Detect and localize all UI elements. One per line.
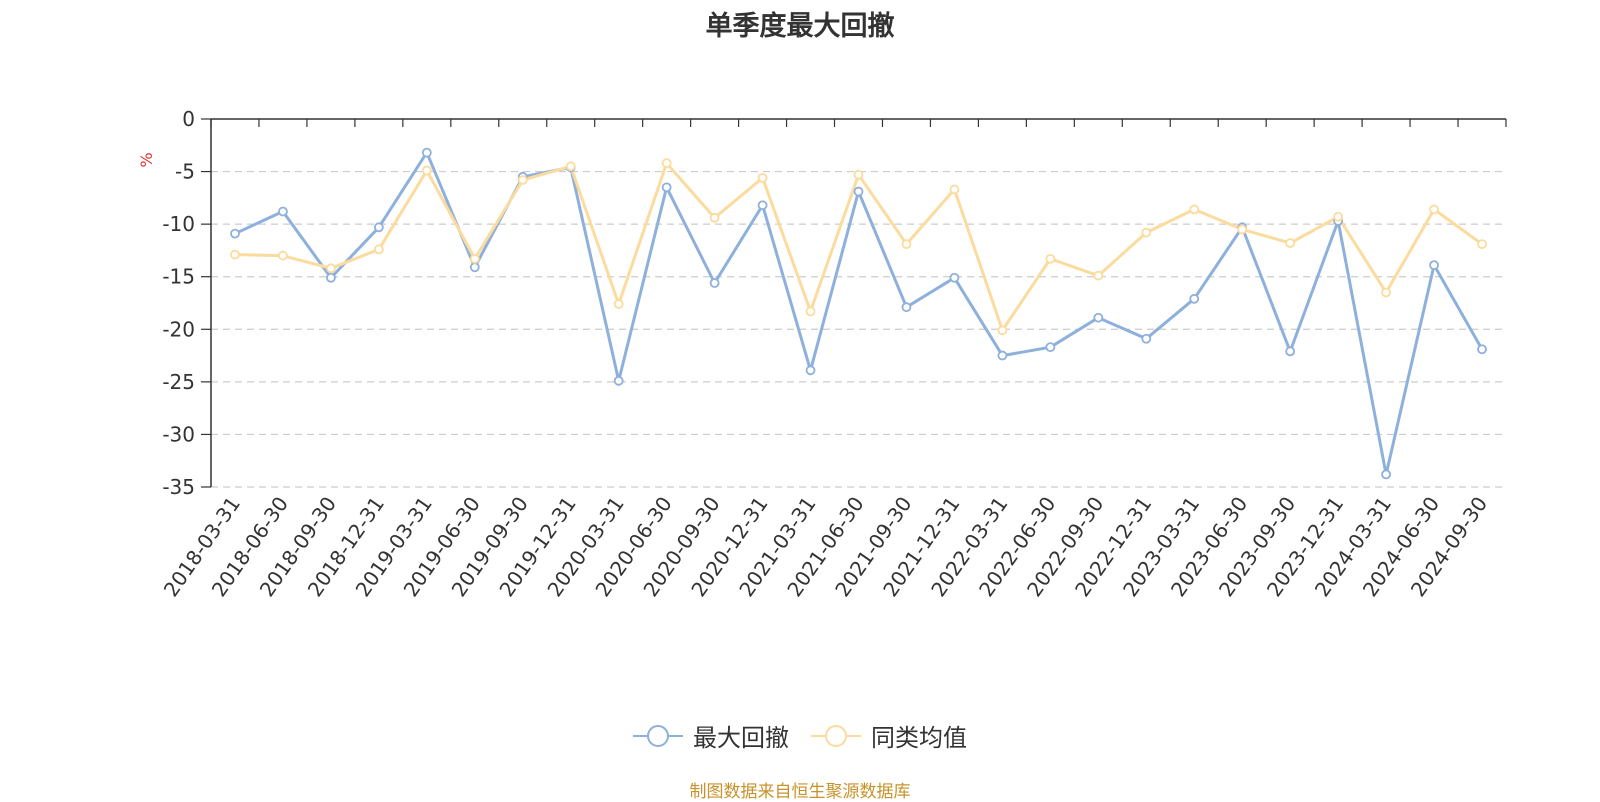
data-point-series-0 — [1477, 344, 1487, 355]
data-point-series-0 — [901, 302, 912, 313]
legend-item-series-1[interactable]: 同类均值 — [811, 718, 967, 753]
data-point-series-1 — [949, 184, 960, 195]
legend-label: 同类均值 — [871, 724, 967, 752]
y-tick-label: 0 — [182, 107, 195, 131]
data-point-series-0 — [1045, 342, 1056, 353]
data-point-series-1 — [1141, 227, 1152, 238]
data-point-series-0 — [373, 222, 384, 233]
data-point-series-1 — [997, 325, 1008, 336]
source-note: 制图数据来自恒生聚源数据库 — [689, 782, 911, 802]
data-point-series-1 — [1237, 224, 1248, 235]
data-point-series-1 — [805, 306, 816, 317]
data-point-series-0 — [1141, 333, 1152, 344]
legend-label: 最大回撤 — [693, 724, 789, 752]
y-tick-label: -35 — [162, 475, 195, 499]
data-point-series-1 — [853, 169, 864, 180]
data-point-series-1 — [661, 158, 672, 169]
data-point-series-0 — [1189, 293, 1200, 304]
series-line-0 — [234, 151, 1484, 476]
data-point-series-1 — [1477, 239, 1487, 250]
legend-line-circle-icon — [811, 724, 861, 747]
data-point-series-1 — [326, 263, 336, 274]
data-point-series-1 — [1285, 238, 1296, 248]
data-point-series-1 — [565, 161, 576, 172]
legend-line-circle-icon — [633, 724, 683, 747]
data-point-series-0 — [805, 365, 816, 376]
y-tick-label: -25 — [162, 370, 195, 394]
data-point-series-1 — [613, 299, 624, 309]
data-point-series-1 — [421, 165, 432, 176]
data-point-series-0 — [326, 272, 336, 283]
data-point-series-1 — [757, 172, 768, 183]
data-point-series-0 — [709, 278, 720, 288]
data-point-series-1 — [709, 212, 720, 223]
data-point-series-0 — [230, 228, 240, 239]
data-point-series-1 — [469, 253, 480, 264]
data-point-series-1 — [1045, 253, 1056, 264]
data-point-series-0 — [1285, 346, 1296, 357]
y-tick-label: -20 — [162, 317, 195, 341]
y-tick-label: -15 — [162, 265, 195, 289]
chart-title: 单季度最大回撤 — [705, 11, 895, 42]
data-point-series-1 — [901, 239, 912, 250]
data-point-series-0 — [997, 350, 1008, 361]
data-point-series-0 — [853, 186, 864, 197]
data-point-series-0 — [757, 200, 768, 211]
data-point-series-0 — [421, 147, 432, 158]
y-tick-label: -10 — [162, 212, 195, 236]
data-point-series-0 — [278, 206, 288, 217]
data-point-series-1 — [373, 244, 384, 255]
axes: 0-5-10-15-20-25-30-352018-03-312018-06-3… — [159, 107, 1507, 601]
data-point-series-0 — [1429, 260, 1439, 271]
data-point-series-0 — [613, 375, 624, 386]
data-point-series-1 — [1381, 287, 1391, 298]
data-point-series-1 — [230, 249, 240, 260]
data-point-series-0 — [949, 272, 960, 283]
grid-lines — [211, 170, 1506, 488]
data-point-series-1 — [1429, 204, 1439, 215]
legend: 最大回撤 同类均值 — [0, 718, 1600, 753]
data-point-series-1 — [278, 250, 288, 261]
y-axis-unit-label: % — [137, 152, 156, 167]
legend-item-series-0[interactable]: 最大回撤 — [633, 718, 789, 753]
data-point-series-0 — [1381, 469, 1391, 480]
y-tick-label: -5 — [175, 160, 195, 184]
y-tick-label: -30 — [162, 422, 195, 446]
data-point-series-0 — [661, 182, 672, 193]
data-point-series-0 — [469, 262, 480, 273]
data-point-series-1 — [1189, 204, 1200, 215]
data-point-series-1 — [1333, 211, 1344, 222]
data-point-series-0 — [1093, 312, 1104, 323]
series-lines — [230, 147, 1487, 480]
data-point-series-1 — [1093, 270, 1104, 281]
data-point-series-1 — [517, 175, 528, 185]
